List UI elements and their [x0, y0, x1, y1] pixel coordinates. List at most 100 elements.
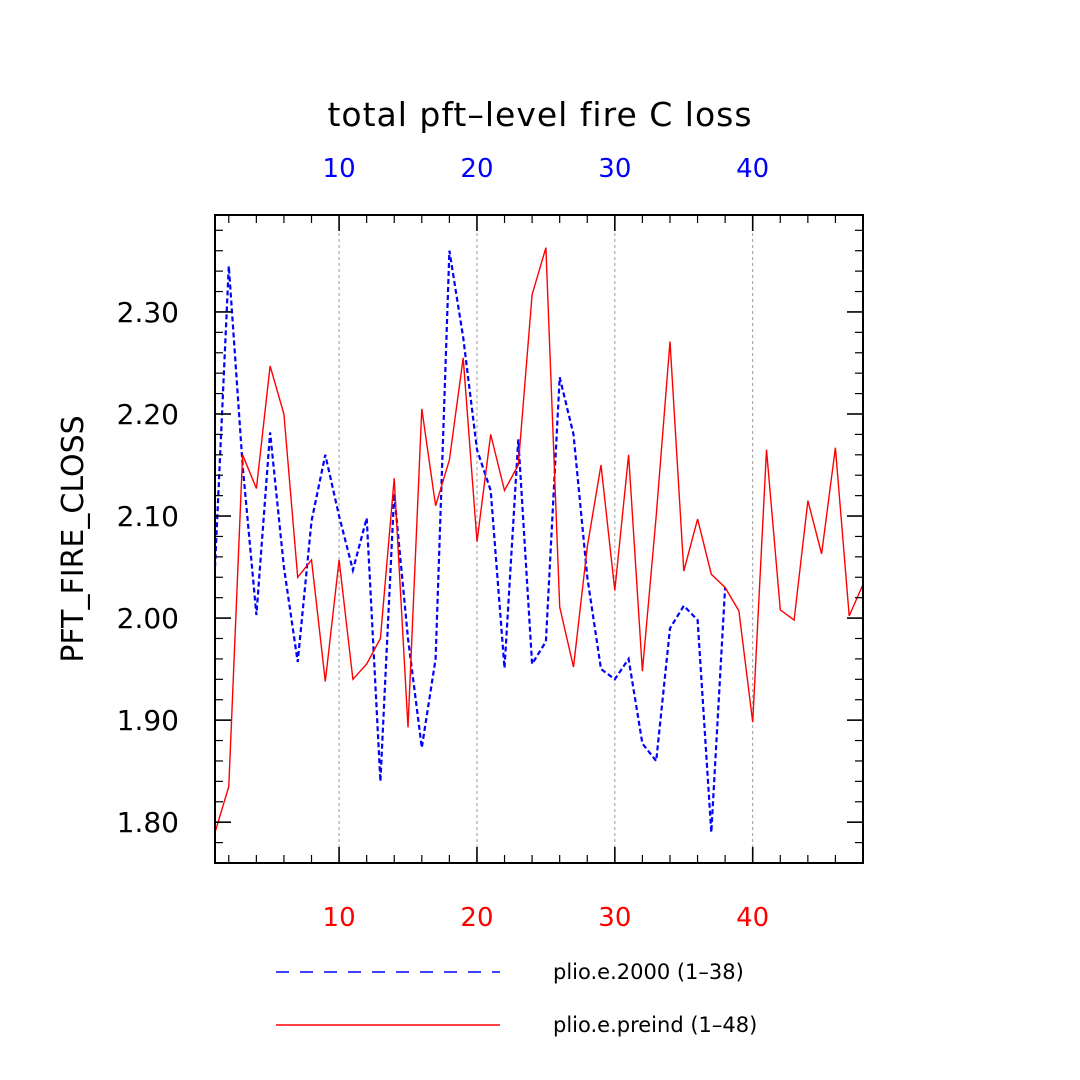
data-point-s0-16 — [421, 747, 423, 749]
data-point-s0-19 — [462, 337, 464, 339]
chart-title: total pft–level fire C loss — [327, 95, 752, 134]
data-point-s1-37 — [711, 573, 713, 575]
data-point-s1-8 — [311, 559, 313, 561]
data-point-s1-45 — [821, 553, 823, 555]
data-point-s0-31 — [628, 658, 630, 660]
legend-label-plio-2000: plio.e.2000 (1–38) — [553, 960, 744, 984]
data-point-s0-33 — [655, 760, 657, 762]
data-point-s1-14 — [393, 477, 395, 479]
data-point-s0-32 — [642, 743, 644, 745]
data-point-s1-13 — [380, 638, 382, 640]
data-point-s1-2 — [228, 786, 230, 788]
data-point-s0-13 — [380, 781, 382, 783]
tick-labels: 1.80 1.90 2.00 2.10 2.20 2.30 10 20 30 40 10 20 30 40 — [117, 154, 770, 933]
legend: plio.e.2000 (1–38) plio.e.preind (1–48) — [276, 960, 757, 1037]
data-point-s0-12 — [366, 517, 368, 519]
data-point-s1-35 — [683, 570, 685, 572]
data-point-s0-17 — [435, 658, 437, 660]
data-point-s0-30 — [614, 679, 616, 681]
data-point-s1-30 — [614, 590, 616, 592]
data-point-s0-15 — [407, 638, 409, 640]
data-point-s1-6 — [283, 413, 285, 415]
bottom-x-tick-label: 10 — [323, 903, 356, 933]
data-point-s1-41 — [766, 449, 768, 451]
data-point-s0-4 — [256, 614, 258, 616]
data-point-s1-42 — [779, 609, 781, 611]
top-x-tick-label: 40 — [736, 154, 769, 184]
data-point-s0-25 — [545, 641, 547, 643]
data-point-s0-23 — [518, 439, 520, 441]
data-point-s1-21 — [490, 434, 492, 436]
data-point-s0-24 — [531, 663, 533, 665]
data-point-s1-17 — [435, 505, 437, 507]
data-point-s0-11 — [352, 569, 354, 571]
data-point-s1-12 — [366, 663, 368, 665]
data-point-s1-15 — [407, 726, 409, 728]
data-point-s0-26 — [559, 376, 561, 378]
data-point-s1-7 — [297, 576, 299, 578]
data-point-s0-9 — [324, 454, 326, 456]
data-point-s1-3 — [242, 454, 244, 456]
top-x-tick-label: 30 — [598, 154, 631, 184]
data-point-s1-27 — [573, 666, 575, 668]
data-point-s0-34 — [669, 627, 671, 629]
data-point-s1-19 — [462, 357, 464, 359]
data-point-s1-16 — [421, 408, 423, 410]
data-point-s1-25 — [545, 247, 547, 249]
data-point-s0-5 — [269, 432, 271, 434]
data-point-s1-28 — [586, 546, 588, 548]
data-point-s0-36 — [697, 619, 699, 621]
data-point-s0-29 — [600, 668, 602, 670]
y-axis-label: PFT_FIRE_CLOSS — [56, 415, 91, 662]
data-point-s0-2 — [228, 265, 230, 267]
data-point-s1-11 — [352, 679, 354, 681]
data-point-s1-9 — [324, 681, 326, 683]
y-tick-label: 2.10 — [117, 500, 179, 533]
y-tick-label: 2.30 — [117, 296, 179, 329]
data-point-s1-26 — [559, 606, 561, 608]
data-point-s1-31 — [628, 454, 630, 456]
data-point-s1-38 — [724, 587, 726, 589]
data-point-s1-29 — [600, 464, 602, 466]
data-point-s1-20 — [476, 541, 478, 543]
data-point-s0-21 — [490, 490, 492, 492]
plot-series — [213, 247, 864, 834]
data-point-s0-7 — [297, 661, 299, 663]
plot-frame — [214, 214, 864, 864]
data-point-s0-18 — [449, 250, 451, 252]
series-line-0 — [213, 250, 727, 833]
gridlines — [338, 215, 754, 863]
top-x-tick-label: 20 — [460, 154, 493, 184]
data-point-s0-28 — [586, 576, 588, 578]
data-point-s1-43 — [793, 619, 795, 621]
data-point-s1-23 — [518, 464, 520, 466]
data-point-s1-40 — [752, 721, 754, 723]
data-point-s1-47 — [848, 615, 850, 617]
data-point-s1-44 — [807, 500, 809, 502]
data-point-s1-46 — [835, 447, 837, 449]
data-point-s1-22 — [504, 490, 506, 492]
data-point-s1-5 — [269, 365, 271, 367]
data-point-s0-37 — [711, 832, 713, 834]
data-point-s1-34 — [669, 341, 671, 343]
y-tick-label: 2.20 — [117, 398, 179, 431]
data-point-s1-33 — [655, 515, 657, 517]
y-tick-label: 1.80 — [117, 806, 179, 839]
y-tick-label: 2.00 — [117, 602, 179, 635]
y-tick-label: 1.90 — [117, 704, 179, 737]
top-x-tick-label: 10 — [323, 154, 356, 184]
data-point-s1-4 — [256, 488, 258, 490]
bottom-x-tick-label: 20 — [460, 903, 493, 933]
data-point-s0-27 — [573, 434, 575, 436]
data-point-s1-32 — [642, 670, 644, 672]
data-point-s1-18 — [449, 459, 451, 461]
series-line-1 — [214, 247, 864, 833]
data-point-s1-24 — [531, 294, 533, 296]
bottom-x-tick-label: 30 — [598, 903, 631, 933]
legend-label-plio-preind: plio.e.preind (1–48) — [553, 1013, 757, 1037]
bottom-x-tick-label: 40 — [736, 903, 769, 933]
data-point-s1-10 — [338, 559, 340, 561]
data-point-s0-10 — [338, 515, 340, 517]
data-point-s0-8 — [311, 520, 313, 522]
data-point-s0-22 — [504, 667, 506, 669]
